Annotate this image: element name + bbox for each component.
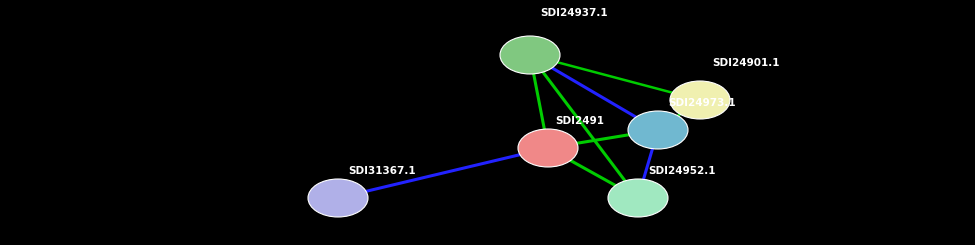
Ellipse shape [500,36,560,74]
Ellipse shape [628,111,688,149]
Ellipse shape [608,179,668,217]
Text: SDI24901.1: SDI24901.1 [712,58,779,68]
Ellipse shape [518,129,578,167]
Text: SDI24937.1: SDI24937.1 [540,8,607,18]
Text: SDI24952.1: SDI24952.1 [648,166,716,176]
Text: SDI31367.1: SDI31367.1 [348,166,415,176]
Ellipse shape [670,81,730,119]
Text: SDI2491: SDI2491 [555,116,604,126]
Text: SDI24973.1: SDI24973.1 [668,98,735,108]
Ellipse shape [308,179,368,217]
